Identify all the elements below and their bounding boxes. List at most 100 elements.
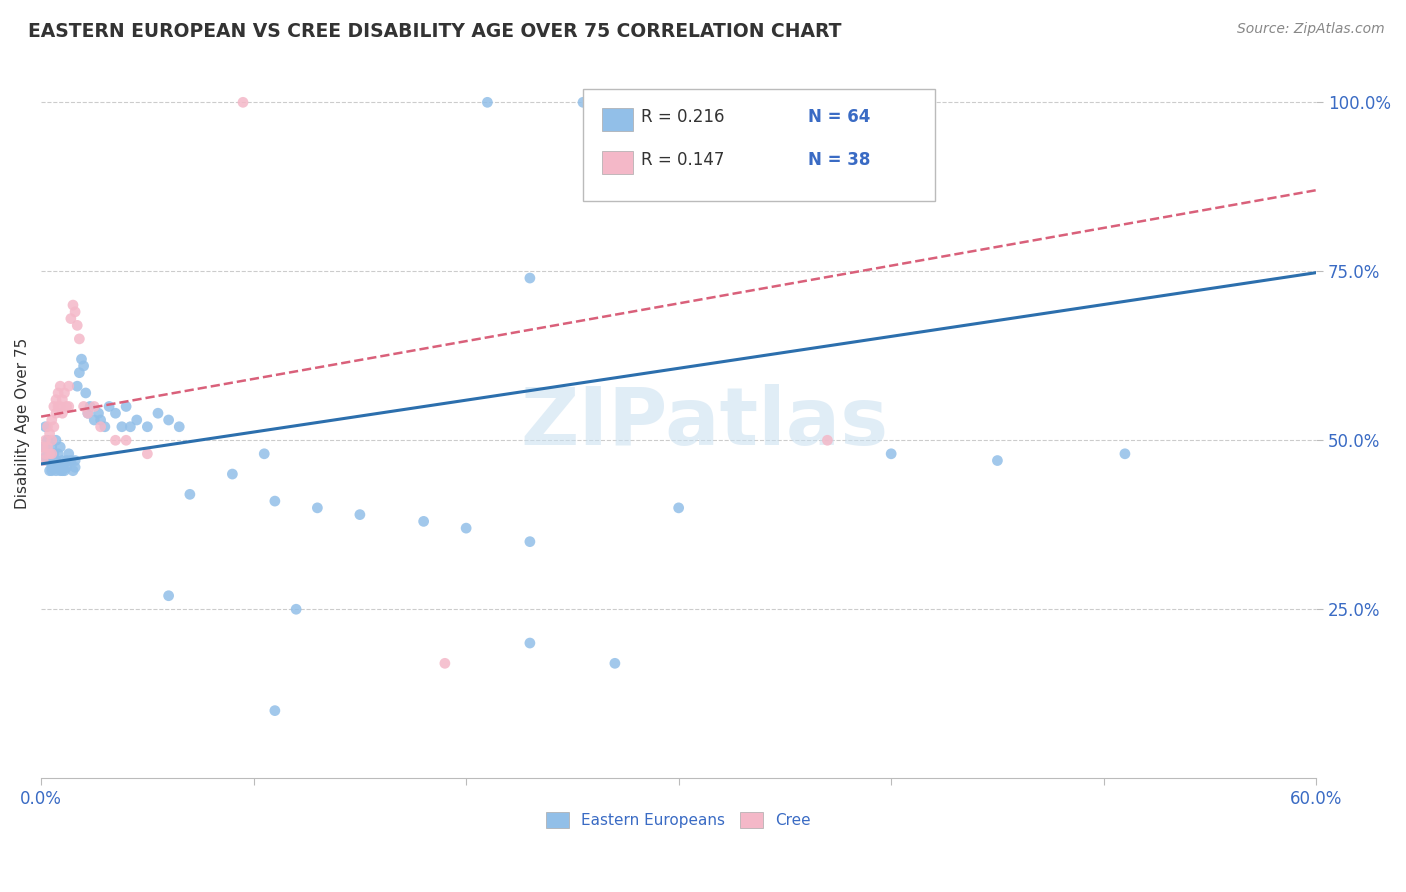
Point (70, 352, 93, 367)
Point (37, 419, 59, 434)
Point (49, 400, 72, 414)
Point (412, 515, 434, 529)
Point (67, 366, 90, 380)
Point (63, 453, 86, 467)
Point (104, 434, 127, 448)
Point (38, 447, 60, 461)
Point (519, 534, 541, 549)
Point (58, 447, 80, 461)
Point (67, 332, 90, 346)
Point (34, 419, 56, 434)
Point (45, 464, 67, 478)
Point (157, 413, 180, 427)
Point (58, 400, 80, 414)
Point (51, 406, 73, 420)
Point (37, 440, 59, 454)
Point (42, 460, 65, 475)
Point (115, 434, 138, 448)
Point (38, 464, 60, 478)
Point (37, 453, 59, 467)
Point (349, 508, 371, 522)
Point (53, 386, 76, 401)
Point (72, 400, 94, 414)
Point (62, 298, 84, 312)
Point (32, 440, 55, 454)
Point (59, 311, 82, 326)
Text: N = 64: N = 64 (808, 108, 870, 126)
Point (179, 487, 201, 501)
Point (603, 657, 626, 671)
Y-axis label: Disability Age Over 75: Disability Age Over 75 (15, 338, 30, 509)
Text: R = 0.216: R = 0.216 (641, 108, 724, 126)
Point (51, 453, 73, 467)
Point (38, 447, 60, 461)
Point (815, 434, 838, 448)
Point (45, 406, 67, 420)
Point (111, 419, 134, 434)
Point (63, 305, 86, 319)
Point (115, 400, 138, 414)
Point (46, 447, 69, 461)
Point (120, 419, 142, 434)
Point (519, 271, 541, 285)
Point (41, 413, 63, 427)
Point (49, 440, 72, 454)
Point (880, 447, 903, 461)
Point (572, 95, 595, 110)
Point (90, 413, 112, 427)
Point (785, 95, 807, 110)
Point (456, 521, 478, 535)
Point (75, 386, 97, 401)
Point (477, 95, 499, 110)
Point (51, 392, 73, 407)
Point (38, 453, 60, 467)
Point (45, 434, 67, 448)
Point (46, 460, 69, 475)
Point (46, 386, 69, 401)
Point (94, 419, 117, 434)
Point (157, 589, 180, 603)
Point (55, 460, 77, 475)
Point (49, 379, 72, 393)
Point (53, 457, 76, 471)
Point (41, 460, 63, 475)
Point (55, 400, 77, 414)
Point (624, 95, 647, 110)
Point (167, 419, 190, 434)
Point (42, 447, 65, 461)
Text: EASTERN EUROPEAN VS CREE DISABILITY AGE OVER 75 CORRELATION CHART: EASTERN EUROPEAN VS CREE DISABILITY AGE … (28, 22, 842, 41)
Point (34, 447, 56, 461)
Point (104, 406, 127, 420)
Point (83, 400, 105, 414)
Point (45, 392, 67, 407)
Point (55, 453, 77, 467)
Point (49, 464, 72, 478)
Point (76, 406, 98, 420)
Point (37, 434, 59, 448)
Point (66, 379, 89, 393)
Point (83, 413, 105, 427)
Point (90, 419, 112, 434)
Point (76, 406, 98, 420)
Point (58, 379, 80, 393)
Point (34, 434, 56, 448)
Point (232, 95, 254, 110)
Point (221, 467, 243, 481)
Point (42, 400, 65, 414)
Point (136, 419, 159, 434)
Point (53, 464, 76, 478)
Text: N = 38: N = 38 (808, 151, 870, 169)
Point (66, 318, 89, 333)
Point (41, 434, 63, 448)
Point (519, 636, 541, 650)
Point (46, 400, 69, 414)
Point (41, 447, 63, 461)
Point (657, 95, 679, 110)
Point (264, 704, 287, 718)
Text: ZIPatlas: ZIPatlas (520, 384, 889, 462)
Point (98, 400, 121, 414)
Point (41, 464, 63, 478)
Point (136, 447, 159, 461)
Point (986, 453, 1008, 467)
Point (41, 440, 63, 454)
